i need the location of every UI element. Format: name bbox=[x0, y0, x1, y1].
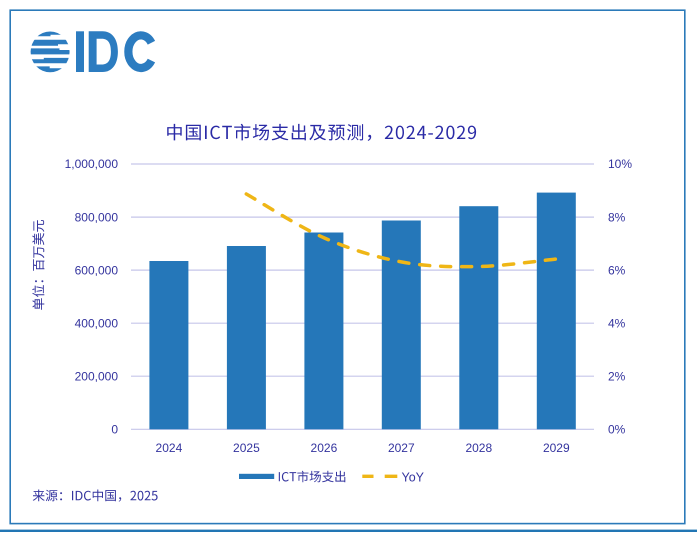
svg-text:2028: 2028 bbox=[465, 441, 492, 455]
svg-text:2026: 2026 bbox=[311, 441, 338, 455]
svg-text:1,000,000: 1,000,000 bbox=[65, 157, 119, 171]
svg-text:600,000: 600,000 bbox=[75, 263, 119, 277]
svg-text:2029: 2029 bbox=[543, 441, 570, 455]
svg-text:YoY: YoY bbox=[402, 470, 425, 484]
svg-text:10%: 10% bbox=[608, 157, 632, 171]
svg-text:2027: 2027 bbox=[388, 441, 415, 455]
svg-text:2%: 2% bbox=[608, 369, 626, 383]
svg-text:2025: 2025 bbox=[233, 441, 260, 455]
svg-text:4%: 4% bbox=[608, 316, 626, 330]
svg-text:2024: 2024 bbox=[156, 441, 183, 455]
svg-text:200,000: 200,000 bbox=[75, 369, 119, 383]
svg-text:0: 0 bbox=[111, 423, 118, 437]
svg-text:400,000: 400,000 bbox=[75, 316, 119, 330]
svg-text:8%: 8% bbox=[608, 210, 626, 224]
svg-text:800,000: 800,000 bbox=[75, 210, 119, 224]
svg-text:0%: 0% bbox=[608, 423, 626, 437]
svg-text:6%: 6% bbox=[608, 263, 626, 277]
